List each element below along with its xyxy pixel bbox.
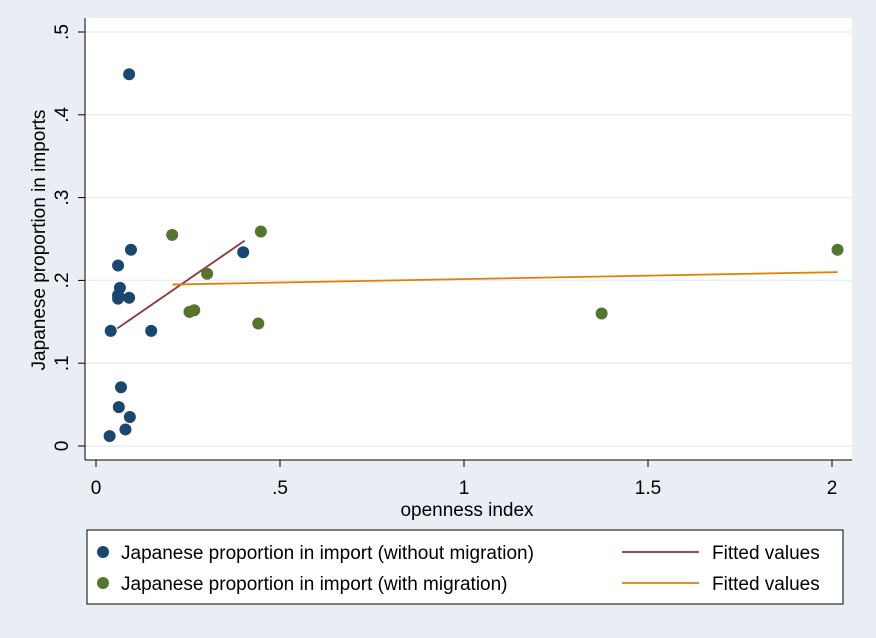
y-tick-label: .2 (52, 272, 73, 288)
x-axis-ticks: 0 .5 1 1.5 2 (91, 460, 838, 499)
point-series1-4 (188, 304, 201, 317)
point-series1-5 (252, 317, 265, 330)
point-series0-8 (145, 324, 158, 337)
x-tick-label: 1.5 (635, 478, 661, 499)
grid-lines (85, 31, 852, 447)
point-series1-2 (201, 267, 214, 280)
legend-label-0: Japanese proportion in import (without m… (121, 543, 534, 564)
y-axis-title: Japanese proportion in imports (29, 110, 50, 371)
plot-background (85, 18, 852, 460)
point-series0-5 (112, 292, 125, 305)
scatter-points (103, 68, 844, 443)
point-series1-7 (831, 243, 844, 256)
point-series1-6 (595, 307, 608, 320)
y-tick-label: .4 (52, 106, 73, 122)
legend-marker-0 (97, 546, 109, 558)
x-tick-label: .5 (272, 478, 288, 499)
y-tick-label: .5 (52, 24, 73, 40)
fitted-line-3 (172, 271, 838, 286)
legend-label-3: Fitted values (712, 574, 820, 595)
legend: Japanese proportion in import (without m… (97, 543, 820, 595)
x-tick-label: 0 (91, 478, 102, 499)
x-tick-label: 1 (459, 478, 470, 499)
point-series0-14 (103, 430, 116, 443)
point-series1-0 (166, 228, 179, 241)
x-tick-label: 2 (827, 478, 838, 499)
point-series0-6 (123, 291, 136, 304)
legend-marker-1 (97, 577, 109, 589)
point-series0-11 (112, 401, 125, 414)
y-axis-ticks: 0 .1 .2 .3 .4 .5 (52, 24, 85, 451)
point-series0-0 (123, 68, 136, 81)
point-series0-1 (124, 243, 137, 256)
point-series1-1 (254, 225, 267, 238)
point-series0-2 (112, 259, 125, 272)
point-series0-9 (237, 246, 250, 259)
point-series0-10 (115, 381, 128, 394)
legend-label-2: Fitted values (712, 543, 820, 564)
y-tick-label: 0 (52, 441, 73, 452)
legend-label-1: Japanese proportion in import (with migr… (121, 574, 508, 595)
x-axis-title: openness index (400, 500, 534, 521)
fitted-lines (116, 239, 838, 330)
y-tick-label: .1 (52, 355, 73, 371)
legend-box (86, 529, 844, 605)
point-series0-12 (123, 411, 136, 424)
point-series0-7 (104, 324, 117, 337)
point-series0-13 (119, 423, 132, 436)
y-tick-label: .3 (52, 190, 73, 206)
